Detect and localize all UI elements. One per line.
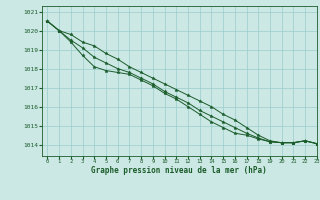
X-axis label: Graphe pression niveau de la mer (hPa): Graphe pression niveau de la mer (hPa): [91, 166, 267, 175]
